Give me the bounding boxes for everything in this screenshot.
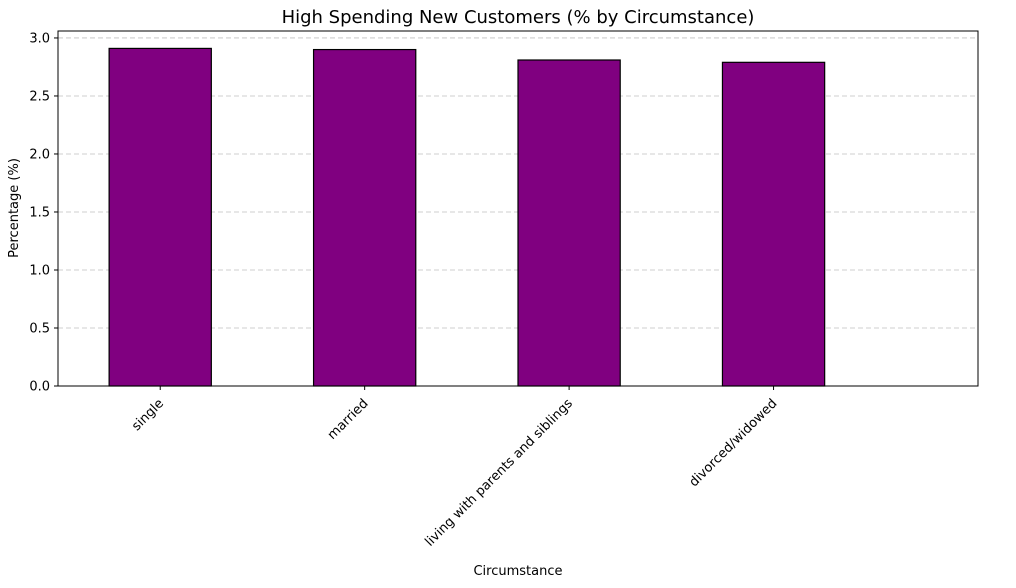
bars bbox=[108, 47, 826, 387]
bar-0 bbox=[108, 47, 212, 387]
bar-2 bbox=[517, 59, 621, 387]
y-axis-ticks: 0.0 0.5 1.0 1.5 2.0 2.5 3.0 bbox=[29, 31, 58, 395]
x-tick-label: married bbox=[325, 396, 372, 443]
chart-title: High Spending New Customers (% by Circum… bbox=[282, 7, 755, 28]
y-tick-label: 2.5 bbox=[29, 89, 50, 104]
x-tick-label: single bbox=[129, 396, 167, 434]
bar-3 bbox=[721, 61, 826, 387]
y-tick-label: 0.5 bbox=[29, 321, 50, 336]
y-tick-label: 1.5 bbox=[29, 205, 50, 220]
x-tick-label: divorced/widowed bbox=[687, 396, 781, 490]
y-axis-label: Percentage (%) bbox=[7, 158, 22, 258]
y-tick-label: 1.0 bbox=[29, 263, 50, 278]
x-axis-ticks: single married living with parents and sib… bbox=[129, 386, 780, 550]
y-tick-label: 0.0 bbox=[29, 380, 50, 395]
y-tick-label: 2.0 bbox=[29, 147, 50, 162]
y-tick-label: 3.0 bbox=[29, 31, 50, 46]
plot-frame bbox=[57, 30, 979, 387]
x-tick-label: living with parents and siblings bbox=[422, 396, 576, 550]
bar-1 bbox=[312, 48, 417, 387]
x-axis-label: Circumstance bbox=[473, 564, 562, 579]
